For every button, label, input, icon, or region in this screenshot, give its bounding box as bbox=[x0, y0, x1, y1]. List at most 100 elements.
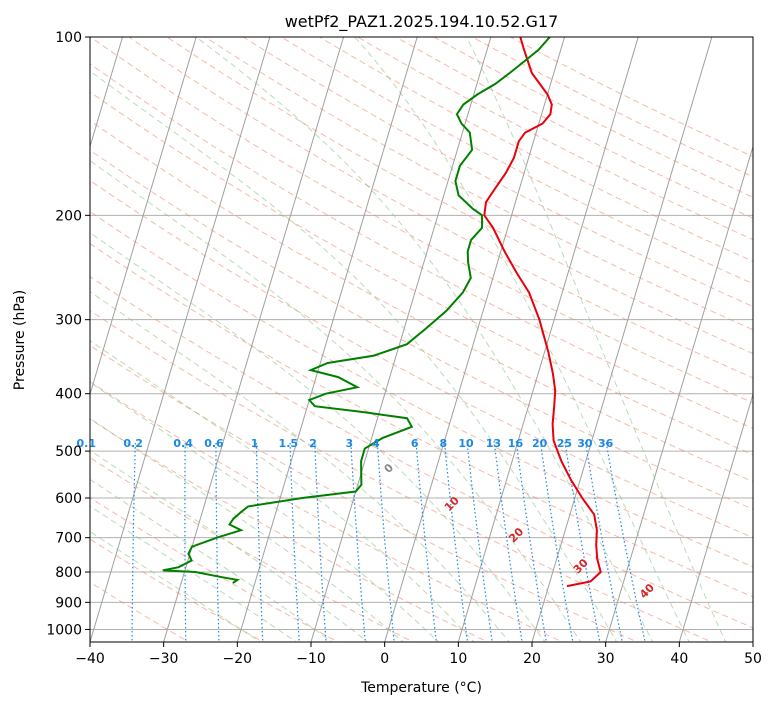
moist-adiabat-line bbox=[465, 37, 727, 642]
dry-adiabat-line bbox=[90, 243, 753, 598]
dry-adiabat-line bbox=[242, 37, 753, 308]
isotherm-line bbox=[236, 37, 418, 642]
isotherm-line bbox=[310, 37, 492, 642]
mixing-ratio-label: 8 bbox=[439, 437, 447, 450]
mixing-ratio-label: 6 bbox=[411, 437, 419, 450]
mixing-ratio-label: 20 bbox=[532, 437, 548, 450]
x-tick-label: −30 bbox=[149, 651, 179, 667]
dry-adiabat-line bbox=[90, 120, 753, 483]
dry-adiabat-line bbox=[90, 63, 753, 430]
moist-adiabat-line bbox=[90, 505, 298, 642]
mixing-ratio-line bbox=[289, 440, 300, 642]
mixing-ratio-label: 30 bbox=[577, 437, 593, 450]
mixing-ratio-label: 0.4 bbox=[173, 437, 193, 450]
dry-adiabat-line bbox=[204, 37, 753, 331]
mixing-ratio-label: 0.6 bbox=[204, 437, 224, 450]
moist-adiabat-line bbox=[90, 449, 369, 642]
mixing-ratio-line bbox=[131, 440, 136, 642]
chart-title: wetPf2_PAZ1.2025.194.10.52.G17 bbox=[285, 12, 559, 32]
dry-adiabat-line bbox=[471, 37, 753, 178]
dry-adiabat-line bbox=[90, 179, 753, 539]
isotherm-line bbox=[678, 392, 753, 642]
y-tick-label: 1000 bbox=[46, 622, 82, 638]
temperature-line bbox=[483, 37, 602, 588]
dry-adiabat-line bbox=[90, 457, 415, 642]
mixing-ratio-label: 1 bbox=[251, 437, 259, 450]
y-tick-label: 100 bbox=[55, 30, 82, 46]
line-labels: 0.10.20.40.611.52346810131620253036-100-… bbox=[77, 437, 658, 601]
mixing-ratio-line bbox=[443, 440, 469, 642]
mixing-ratio-label: 13 bbox=[486, 437, 501, 450]
mixing-ratio-line bbox=[314, 440, 327, 642]
moist-adiabat-line bbox=[90, 530, 262, 642]
dry-adiabat-line bbox=[509, 37, 753, 158]
y-tick-label: 400 bbox=[55, 387, 82, 403]
y-tick-label: 500 bbox=[55, 444, 82, 460]
mixing-ratio-label: 10 bbox=[458, 437, 474, 450]
y-tick-label: 700 bbox=[55, 531, 82, 547]
mixing-ratio-line bbox=[539, 440, 574, 642]
isotherm-line bbox=[605, 144, 753, 642]
mixing-ratio-label: 0.2 bbox=[123, 437, 143, 450]
mixing-ratio-label: 36 bbox=[598, 437, 614, 450]
mixing-ratio-line bbox=[82, 441, 89, 645]
moist-adiabat-line bbox=[90, 381, 440, 642]
moist-adiabat-label: 40 bbox=[637, 581, 657, 601]
y-tick-label: 900 bbox=[55, 595, 82, 611]
isotherm-line bbox=[752, 640, 753, 642]
moist-adiabat-line bbox=[354, 37, 690, 642]
mixing-ratio-line bbox=[255, 440, 264, 642]
moist-adiabat-line bbox=[90, 417, 404, 642]
dry-adiabat-line bbox=[90, 581, 190, 642]
moist-adiabat-line bbox=[90, 70, 618, 642]
mixing-ratio-line bbox=[605, 440, 646, 642]
dry-adiabat-line bbox=[394, 37, 753, 219]
x-tick-label: 0 bbox=[380, 651, 389, 667]
mixing-ratio-line bbox=[466, 440, 493, 642]
x-tick-label: 30 bbox=[597, 651, 615, 667]
mixing-ratio-line bbox=[184, 440, 187, 642]
moist-adiabat-label: 10 bbox=[442, 494, 462, 514]
y-axis-label: Pressure (hPa) bbox=[12, 290, 28, 390]
dry-adiabat-line bbox=[166, 37, 753, 355]
isotherm-line bbox=[163, 37, 345, 642]
dry-adiabat-line bbox=[90, 309, 713, 642]
dry-adiabat-line bbox=[90, 538, 265, 642]
mixing-ratio-line bbox=[564, 440, 601, 642]
mixing-ratio-line bbox=[215, 440, 220, 642]
y-tick-label: 200 bbox=[55, 208, 82, 224]
moist-adiabat-line bbox=[90, 232, 546, 642]
isotherm-line bbox=[90, 37, 271, 642]
moist-adiabat-label: 20 bbox=[506, 525, 526, 545]
isotherm-line bbox=[90, 37, 197, 396]
moist-adiabat-line bbox=[195, 37, 654, 642]
series-lines bbox=[162, 37, 602, 588]
dry-adiabat-line bbox=[356, 37, 753, 241]
plot-frame bbox=[89, 36, 754, 643]
isotherm-line bbox=[457, 37, 639, 642]
mixing-ratio-label: 0.1 bbox=[77, 437, 97, 450]
dry-adiabat-line bbox=[90, 497, 340, 642]
x-tick-label: −10 bbox=[296, 651, 326, 667]
mixing-ratio-line bbox=[515, 440, 547, 642]
x-tick-label: 10 bbox=[449, 651, 467, 667]
x-tick-label: −20 bbox=[223, 651, 253, 667]
background-lines bbox=[82, 37, 753, 645]
dry-adiabat-line bbox=[280, 37, 753, 285]
mixing-ratio-label: 1.5 bbox=[279, 437, 299, 450]
mixing-ratio-line bbox=[376, 440, 395, 642]
dry-adiabat-line bbox=[90, 211, 753, 568]
isotherm-line bbox=[531, 37, 713, 642]
dry-adiabat-line bbox=[432, 37, 753, 198]
dry-adiabat-line bbox=[90, 344, 639, 642]
dry-adiabat-line bbox=[90, 91, 753, 456]
mixing-ratio-line bbox=[493, 440, 523, 642]
mixing-ratio-label: 16 bbox=[508, 437, 524, 450]
dry-adiabat-line bbox=[90, 381, 564, 642]
mixing-ratio-label: 2 bbox=[309, 437, 317, 450]
y-tick-label: 800 bbox=[55, 565, 82, 581]
moist-adiabat-label: 0 bbox=[382, 461, 397, 476]
dry-adiabat-line bbox=[90, 418, 489, 642]
x-tick-label: 50 bbox=[744, 651, 762, 667]
